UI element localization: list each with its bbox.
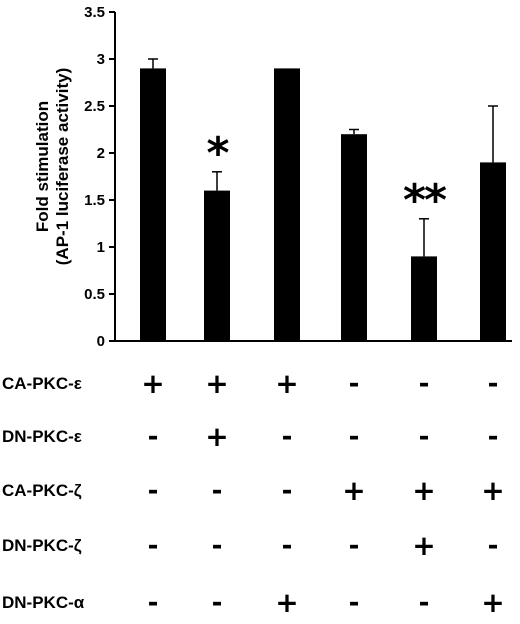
y-tick-label: 3 <box>97 51 105 68</box>
minus-sign: - <box>147 588 159 618</box>
bar <box>204 190 230 341</box>
minus-sign: - <box>281 476 293 506</box>
y-tick-label: 0 <box>97 333 105 350</box>
significance-marker: ** <box>403 175 447 226</box>
plus-sign: + <box>275 367 299 400</box>
minus-sign: - <box>487 369 499 399</box>
axis-layer <box>109 11 512 342</box>
y-tick-label: 2 <box>97 145 105 162</box>
plus-sign: + <box>275 586 299 619</box>
plus-sign: + <box>481 474 505 507</box>
y-tick-label: 1.5 <box>84 192 105 209</box>
minus-sign: - <box>211 476 223 506</box>
labels-layer: 0 0.5 1 1.5 2 2.5 3 3.5 Fold stimulation (AP-1 lu… <box>33 4 449 350</box>
plus-sign: + <box>205 367 229 400</box>
bar <box>341 134 367 341</box>
minus-sign: - <box>348 369 360 399</box>
plus-sign: + <box>205 420 229 453</box>
minus-sign: - <box>147 422 159 452</box>
bar <box>480 162 506 341</box>
minus-sign: - <box>418 369 430 399</box>
y-axis-title-line: (AP-1 luciferase activity) <box>53 68 72 265</box>
y-tick-label: 2.5 <box>84 98 105 115</box>
y-tick-label: 0.5 <box>84 286 105 303</box>
minus-sign: - <box>487 531 499 561</box>
bar <box>140 68 166 342</box>
minus-sign: - <box>211 531 223 561</box>
condition-label: CA-PKC-ε <box>2 374 82 393</box>
plus-sign: + <box>481 586 505 619</box>
condition-label: DN-PKC-ζ <box>2 536 82 555</box>
minus-sign: - <box>348 531 360 561</box>
minus-sign: - <box>418 588 430 618</box>
minus-sign: - <box>281 422 293 452</box>
bar-chart: 0 0.5 1 1.5 2 2.5 3 3.5 Fold stimulation (AP-1 lu… <box>33 4 512 350</box>
bar <box>274 68 300 342</box>
condition-label: CA-PKC-ζ <box>2 481 82 500</box>
plus-sign: + <box>141 367 165 400</box>
minus-sign: - <box>348 588 360 618</box>
y-tick-label: 1 <box>97 239 105 256</box>
minus-sign: - <box>281 531 293 561</box>
minus-sign: - <box>147 476 159 506</box>
plus-sign: + <box>342 474 366 507</box>
minus-sign: - <box>487 422 499 452</box>
y-tick-label: 3.5 <box>84 4 105 21</box>
minus-sign: - <box>348 422 360 452</box>
minus-sign: - <box>211 588 223 618</box>
significance-marker: * <box>206 128 229 179</box>
y-axis-title-line: Fold stimulation <box>33 101 52 232</box>
bar <box>411 256 437 341</box>
plus-sign: + <box>412 474 436 507</box>
bars-layer <box>140 58 506 342</box>
plus-sign: + <box>412 529 436 562</box>
condition-label: DN-PKC-α <box>2 593 85 612</box>
minus-sign: - <box>147 531 159 561</box>
condition-label: DN-PKC-ε <box>2 427 82 446</box>
minus-sign: - <box>418 422 430 452</box>
